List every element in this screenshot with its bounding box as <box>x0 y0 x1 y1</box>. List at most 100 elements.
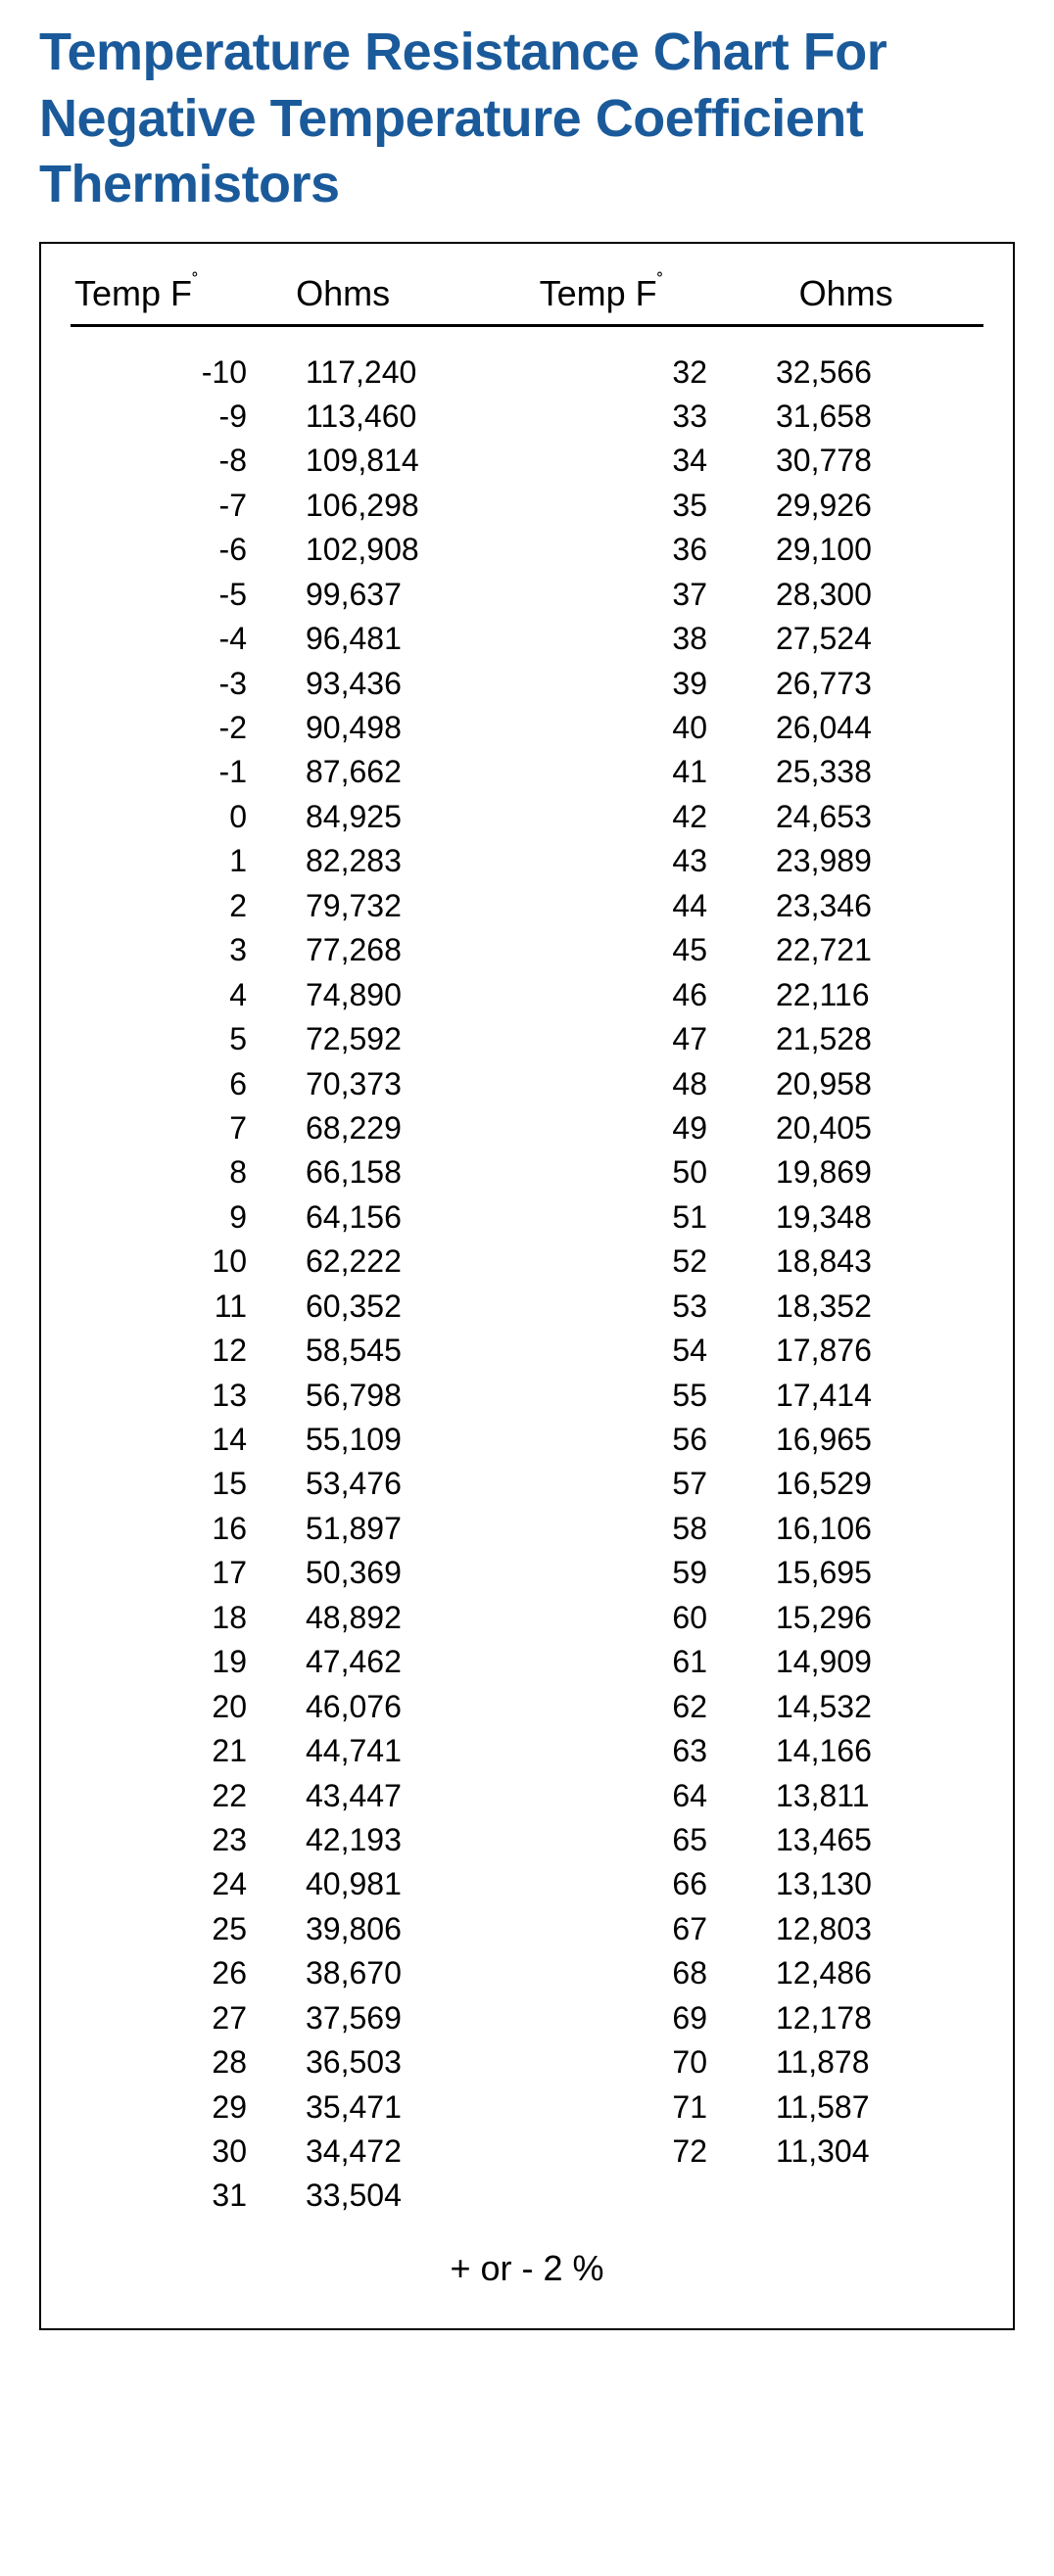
table-cell-temp-right: 68 <box>531 1951 707 1995</box>
table-cell-ohms-right: 26,044 <box>776 706 972 750</box>
table-cell-ohms-left: 48,892 <box>306 1596 502 1640</box>
table-cell-temp-right: 43 <box>531 839 707 883</box>
page: Temperature Resistance Chart For Negativ… <box>0 0 1054 2369</box>
table-cell-ohms-right: 23,989 <box>776 839 972 883</box>
table-cell-ohms-right: 13,811 <box>776 1774 972 1818</box>
table-cell-ohms-right: 14,909 <box>776 1640 972 1684</box>
table-cell-ohms-right: 12,486 <box>776 1951 972 1995</box>
col-header-ohms-2: Ohms <box>780 273 983 314</box>
table-cell-temp-left: 22 <box>71 1774 247 1818</box>
table-cell-ohms-left: 40,981 <box>306 1862 502 1906</box>
table-cell-temp-left: -7 <box>71 484 247 528</box>
table-header-row: Temp F˚ Ohms Temp F˚ Ohms <box>71 273 983 327</box>
table-cell-ohms-right: 16,965 <box>776 1418 972 1462</box>
table-cell-temp-left: 15 <box>71 1462 247 1506</box>
table-cell-ohms-left: 68,229 <box>306 1106 502 1150</box>
table-cell-ohms-left: 50,369 <box>306 1551 502 1595</box>
table-cell-temp-left: 3 <box>71 928 247 972</box>
table-cell-ohms-left: 66,158 <box>306 1150 502 1194</box>
table-cell-ohms-right: 30,778 <box>776 439 972 483</box>
table-cell-ohms-left: 93,436 <box>306 662 502 706</box>
table-cell-ohms-left: 77,268 <box>306 928 502 972</box>
table-cell-temp-right: 53 <box>531 1285 707 1329</box>
table-cell-ohms-left: 117,240 <box>306 351 502 395</box>
table-cell-temp-left: 2 <box>71 884 247 928</box>
table-cell-temp-left: -10 <box>71 351 247 395</box>
table-cell-temp-right: 52 <box>531 1240 707 1284</box>
table-cell-ohms-right: 22,721 <box>776 928 972 972</box>
table-cell-temp-left: -5 <box>71 573 247 617</box>
col-header-temp-2: Temp F˚ <box>481 273 780 314</box>
table-cell-ohms-right: 15,695 <box>776 1551 972 1595</box>
table-cell-temp-right: 37 <box>531 573 707 617</box>
table-cell-ohms-right: 11,878 <box>776 2040 972 2084</box>
table-cell-ohms-left: 84,925 <box>306 795 502 839</box>
table-cell-ohms-left: 53,476 <box>306 1462 502 1506</box>
table-cell-ohms-left: 34,472 <box>306 2130 502 2174</box>
table-cell-temp-right: 32 <box>531 351 707 395</box>
table-cell-ohms-right: 25,338 <box>776 750 972 794</box>
table-cell-temp-right: 41 <box>531 750 707 794</box>
table-cell-temp-left: 16 <box>71 1507 247 1551</box>
chart-container: Temp F˚ Ohms Temp F˚ Ohms -10-9-8-7-6-5-… <box>39 242 1015 2330</box>
col-header-temp-1: Temp F˚ <box>71 273 296 314</box>
table-cell-ohms-right: 17,414 <box>776 1374 972 1418</box>
table-cell-temp-right: 72 <box>531 2130 707 2174</box>
table-cell-temp-left: 6 <box>71 1062 247 1106</box>
table-cell-temp-left: 28 <box>71 2040 247 2084</box>
table-cell-temp-left: 11 <box>71 1285 247 1329</box>
table-cell-temp-left: 14 <box>71 1418 247 1462</box>
table-cell-ohms-right: 28,300 <box>776 573 972 617</box>
table-cell-temp-right: 70 <box>531 2040 707 2084</box>
table-cell-temp-left: -3 <box>71 662 247 706</box>
table-cell-temp-right: 65 <box>531 1818 707 1862</box>
table-cell-ohms-left: 47,462 <box>306 1640 502 1684</box>
table-cell-temp-right: 40 <box>531 706 707 750</box>
table-cell-ohms-left: 39,806 <box>306 1907 502 1951</box>
table-cell-temp-left: 9 <box>71 1195 247 1240</box>
table-cell-ohms-left: 64,156 <box>306 1195 502 1240</box>
table-cell-temp-left: 18 <box>71 1596 247 1640</box>
table-cell-temp-left: 4 <box>71 973 247 1017</box>
table-cell-temp-left: 26 <box>71 1951 247 1995</box>
table-cell-ohms-left: 113,460 <box>306 395 502 439</box>
table-cell-ohms-right: 22,116 <box>776 973 972 1017</box>
table-cell-temp-left: 1 <box>71 839 247 883</box>
column-temp-right: 3233343536373839404142434445464748495051… <box>531 351 776 2219</box>
table-cell-temp-right: 38 <box>531 617 707 661</box>
page-title: Temperature Resistance Chart For Negativ… <box>39 20 1015 218</box>
table-cell-temp-left: 27 <box>71 1996 247 2040</box>
table-cell-temp-right: 50 <box>531 1150 707 1194</box>
degree-icon: ˚ <box>657 271 664 293</box>
table-cell-ohms-right: 16,529 <box>776 1462 972 1506</box>
table-cell-ohms-right: 13,130 <box>776 1862 972 1906</box>
table-cell-ohms-left: 43,447 <box>306 1774 502 1818</box>
table-cell-ohms-left: 109,814 <box>306 439 502 483</box>
table-cell-temp-right: 51 <box>531 1195 707 1240</box>
table-cell-temp-left: 8 <box>71 1150 247 1194</box>
table-cell-ohms-right: 19,348 <box>776 1195 972 1240</box>
table-cell-ohms-right: 19,869 <box>776 1150 972 1194</box>
column-ohms-left: 117,240113,460109,814106,298102,90899,63… <box>306 351 502 2219</box>
table-cell-ohms-right: 26,773 <box>776 662 972 706</box>
table-cell-ohms-right: 29,926 <box>776 484 972 528</box>
table-cell-ohms-right: 11,587 <box>776 2085 972 2130</box>
table-cell-temp-right: 45 <box>531 928 707 972</box>
table-cell-ohms-right: 18,352 <box>776 1285 972 1329</box>
table-body: -10-9-8-7-6-5-4-3-2-10123456789101112131… <box>71 351 983 2219</box>
table-cell-temp-right: 36 <box>531 528 707 572</box>
column-ohms-right: 32,56631,65830,77829,92629,10028,30027,5… <box>776 351 972 2219</box>
table-cell-ohms-right: 14,166 <box>776 1729 972 1773</box>
table-cell-ohms-left: 36,503 <box>306 2040 502 2084</box>
table-cell-ohms-left: 79,732 <box>306 884 502 928</box>
table-cell-temp-right: 47 <box>531 1017 707 1061</box>
table-cell-ohms-left: 90,498 <box>306 706 502 750</box>
table-cell-temp-right: 35 <box>531 484 707 528</box>
table-cell-temp-right: 69 <box>531 1996 707 2040</box>
table-cell-temp-left: 13 <box>71 1374 247 1418</box>
table-cell-temp-left: -6 <box>71 528 247 572</box>
table-cell-ohms-left: 51,897 <box>306 1507 502 1551</box>
table-cell-temp-left: 23 <box>71 1818 247 1862</box>
table-cell-ohms-left: 87,662 <box>306 750 502 794</box>
table-cell-ohms-right: 21,528 <box>776 1017 972 1061</box>
